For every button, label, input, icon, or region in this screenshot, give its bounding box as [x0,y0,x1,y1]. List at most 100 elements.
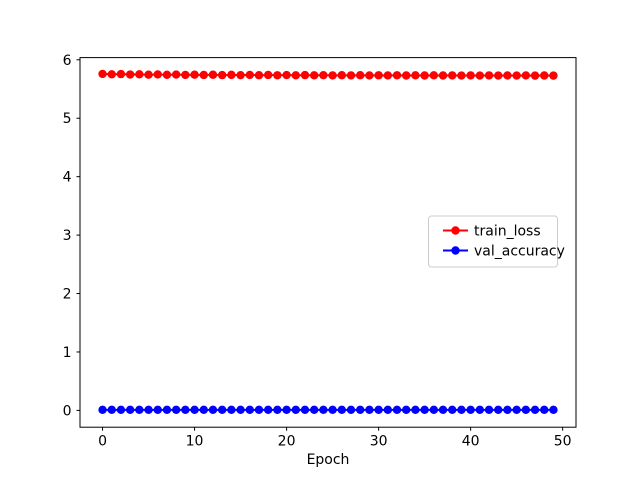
series-train_loss-marker [365,71,374,80]
series-val_accuracy-marker [374,405,383,415]
series-val_accuracy-marker [438,405,448,415]
series-val_accuracy-marker [245,405,254,415]
series-val_accuracy-marker [512,405,521,415]
series-train_loss-marker [466,71,475,80]
x-tick-label: 40 [462,434,480,450]
series-train_loss-marker [411,71,420,80]
legend-box [428,215,558,268]
series-train_loss-marker [402,71,411,80]
series-val_accuracy-marker [263,405,273,415]
series-val_accuracy-marker [337,405,347,415]
series-val_accuracy-marker [402,405,411,415]
series-val_accuracy-marker [254,405,264,415]
series-train_loss-marker [383,71,393,80]
series-val_accuracy-marker [457,405,466,415]
series-val_accuracy-marker [356,405,365,415]
series-val_accuracy-marker [411,405,420,415]
series-train_loss-marker [319,70,328,80]
x-axis-label: Epoch [307,452,350,468]
series-train_loss-marker [282,70,291,80]
x-tick-label: 0 [98,434,107,450]
series-val_accuracy-marker [521,405,531,415]
series-val_accuracy-marker [319,405,328,415]
series-val_accuracy-marker [300,405,310,415]
series-val_accuracy-marker [273,405,282,415]
series-val_accuracy-marker [475,405,485,415]
series-train_loss-marker [457,71,466,80]
axes-frame [79,57,577,428]
series-train_loss-marker [236,70,245,80]
series-train_loss-marker [263,70,273,80]
series-val_accuracy-marker [125,405,135,415]
series-train_loss-marker [116,69,126,79]
legend-marker-train-loss-icon [451,226,460,235]
series-val_accuracy-marker [217,405,227,415]
series-train_loss-marker [420,71,429,80]
series-val_accuracy-marker [291,405,300,415]
series-train_loss-marker [309,71,319,80]
series-val_accuracy-marker [365,405,374,415]
series-train_loss-marker [429,71,439,80]
series-train_loss-marker [484,71,494,80]
series-val_accuracy-marker [484,405,494,415]
series-train_loss-marker [512,71,521,80]
series-train_loss-marker [98,69,107,79]
series-val_accuracy-marker [107,405,116,415]
series-train_loss-marker [346,71,356,80]
series-train_loss-marker [190,70,199,79]
series-train_loss-marker [530,71,540,80]
series-train_loss-marker [356,71,365,80]
series-train_loss-marker [300,70,310,80]
y-tick-label: 6 [63,53,72,69]
series-val_accuracy-marker [116,405,126,415]
x-tick-label: 30 [370,434,388,450]
series-train_loss-marker [549,71,558,80]
series-train_loss-marker [181,70,190,80]
series-val_accuracy-marker [466,405,475,415]
series-val_accuracy-marker [181,405,190,415]
series-train_loss-marker [337,71,347,80]
series-train_loss-marker [494,71,503,80]
series-train_loss-marker [125,70,135,79]
y-tick-label: 0 [63,403,72,419]
series-val_accuracy-marker [199,405,208,415]
series-val_accuracy-marker [540,405,549,415]
x-tick-label: 20 [278,434,296,450]
series-val_accuracy-marker [208,405,218,415]
series-train_loss-marker [107,70,116,79]
series-train_loss-marker [475,71,485,80]
x-tick-label: 10 [186,434,204,450]
series-train_loss-marker [392,71,402,80]
series-val_accuracy-marker [549,405,558,415]
series-val_accuracy-marker [190,405,199,415]
series-val_accuracy-marker [171,405,181,415]
series-train_loss-marker [135,70,144,79]
series-train_loss-marker [328,71,337,80]
legend: train_loss val_accuracy [428,215,565,268]
series-train_loss-marker [162,70,172,80]
series-train_loss-marker [199,70,208,80]
series-val_accuracy-marker [494,405,503,415]
plot-area: 0 10 20 30 40 50 0 1 2 3 4 5 6 [63,53,577,450]
legend-marker-val-accuracy-icon [451,246,460,255]
series-val_accuracy-marker [144,405,153,415]
y-tick-label: 1 [63,345,72,361]
series-train_loss-marker [521,71,531,80]
series-train_loss-marker [208,70,218,79]
legend-label-val-accuracy: val_accuracy [474,244,565,260]
series-val_accuracy-marker [346,405,356,415]
series-train_loss-marker [153,70,162,79]
series-val_accuracy-marker [429,405,439,415]
series-val_accuracy-marker [282,405,291,415]
series-val_accuracy-marker [503,405,512,415]
series-val_accuracy-marker [420,405,429,415]
series-train_loss-marker [291,71,300,80]
series-val_accuracy-marker [98,405,107,415]
series-val_accuracy-marker [392,405,402,415]
series-val_accuracy-marker [328,405,337,415]
series-val_accuracy-marker [309,405,319,415]
series-val_accuracy-marker [135,405,144,415]
series-train_loss-marker [217,70,227,80]
series-val_accuracy-marker [383,405,393,415]
